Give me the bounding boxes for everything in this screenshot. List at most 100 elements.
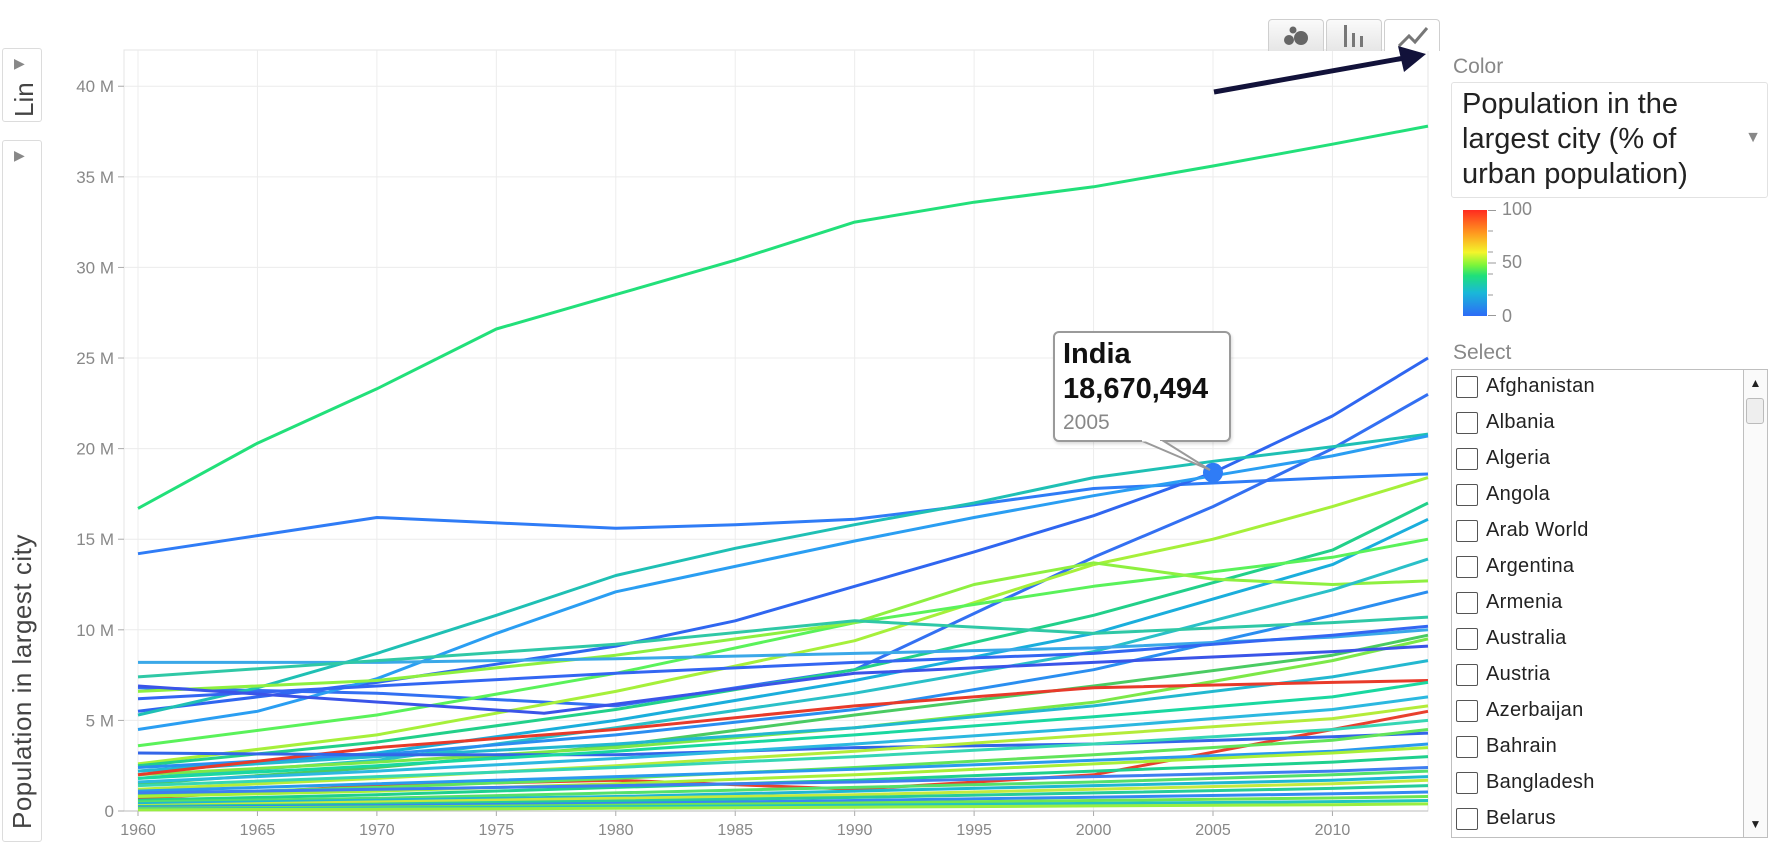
list-item[interactable]: Algeria <box>1456 444 1736 474</box>
series-line[interactable] <box>137 755 1429 802</box>
scale-label: Lin <box>9 82 39 117</box>
tooltip-year: 2005 <box>1063 411 1110 434</box>
series-line[interactable] <box>137 644 1429 715</box>
x-tick-label: 1995 <box>956 822 992 839</box>
item-label: Argentina <box>1486 555 1575 577</box>
scrollbar[interactable]: ▲ ▼ <box>1743 370 1767 837</box>
x-tick-label: 1960 <box>120 822 156 839</box>
color-selected-value: Population in the largest city (% of urb… <box>1462 88 1688 190</box>
checkbox[interactable] <box>1456 412 1478 434</box>
y-axis-selector[interactable]: ▶ Population in largest city <box>2 140 42 842</box>
series-line[interactable] <box>137 432 1429 717</box>
y-tick-label: 30 M <box>76 258 114 277</box>
item-label: Armenia <box>1486 591 1563 613</box>
scroll-thumb[interactable] <box>1746 398 1764 424</box>
list-item[interactable]: Armenia <box>1456 588 1736 618</box>
list-item[interactable]: Belarus <box>1456 804 1736 834</box>
checkbox[interactable] <box>1456 700 1478 722</box>
checkbox[interactable] <box>1456 808 1478 830</box>
scroll-down-button[interactable]: ▼ <box>1749 817 1762 831</box>
list-item[interactable]: Afghanistan <box>1456 372 1736 402</box>
item-label: Bahrain <box>1486 735 1558 757</box>
series-line[interactable] <box>137 778 1429 808</box>
checkbox[interactable] <box>1456 736 1478 758</box>
list-item[interactable]: Azerbaijan <box>1456 696 1736 726</box>
item-label: Afghanistan <box>1486 375 1595 397</box>
country-select-list[interactable]: Afghanistan Albania Algeria Angola Arab … <box>1451 369 1768 838</box>
y-tick-label: 15 M <box>76 530 114 549</box>
list-item[interactable]: Austria <box>1456 660 1736 690</box>
legend-mid: 50 <box>1502 252 1523 272</box>
annotation-arrow <box>1213 46 1426 95</box>
checkbox[interactable] <box>1456 664 1478 686</box>
line-chart: 0 5 M 10 M 15 M 20 M 25 M 30 M 35 M 40 M 1960 1965… <box>76 49 1429 839</box>
x-tick-label: 2010 <box>1315 822 1351 839</box>
y-axis-title: Population in largest city <box>7 534 37 829</box>
legend-min: 0 <box>1502 306 1513 326</box>
checkbox[interactable] <box>1456 628 1478 650</box>
series-line[interactable] <box>137 679 1429 777</box>
series-line[interactable] <box>137 775 1429 806</box>
item-label: Belarus <box>1486 807 1556 829</box>
series-line[interactable] <box>137 624 1429 701</box>
bar-view-button[interactable] <box>1326 19 1382 51</box>
series-line[interactable] <box>137 704 1429 791</box>
x-tick-label: 1985 <box>717 822 753 839</box>
list-item[interactable]: Arab World <box>1456 516 1736 546</box>
series-line[interactable] <box>137 680 1429 780</box>
list-item[interactable]: Bangladesh <box>1456 768 1736 798</box>
series-line[interactable] <box>137 517 1429 773</box>
scroll-up-button[interactable]: ▲ <box>1749 376 1762 390</box>
checkbox[interactable] <box>1456 376 1478 398</box>
x-tick-label: 2005 <box>1195 822 1231 839</box>
series-line[interactable] <box>137 124 1429 510</box>
series-line[interactable] <box>137 561 1429 693</box>
series-line[interactable] <box>137 695 1429 784</box>
item-label: Azerbaijan <box>1486 699 1584 721</box>
series-line[interactable] <box>137 659 1429 773</box>
checkbox[interactable] <box>1456 484 1478 506</box>
list-item[interactable]: Bahrain <box>1456 732 1736 762</box>
x-tick-label: 1965 <box>240 822 276 839</box>
checkbox[interactable] <box>1456 592 1478 614</box>
y-tick-label: 20 M <box>76 440 114 459</box>
series-line[interactable] <box>137 731 1429 757</box>
series-line[interactable] <box>137 742 1429 793</box>
y-tick-label: 40 M <box>76 77 114 96</box>
list-item[interactable]: Argentina <box>1456 552 1736 582</box>
series-line[interactable] <box>137 472 1429 556</box>
series-line[interactable] <box>137 746 1429 798</box>
series-line[interactable] <box>137 476 1429 766</box>
series-line[interactable] <box>137 557 1429 780</box>
series-line[interactable] <box>137 501 1429 768</box>
series-line[interactable] <box>137 718 1429 788</box>
x-tick-label: 1970 <box>359 822 395 839</box>
checkbox[interactable] <box>1456 520 1478 542</box>
legend-ticks <box>1488 210 1496 316</box>
checkbox[interactable] <box>1456 772 1478 794</box>
series-line[interactable] <box>137 392 1429 708</box>
scale-toggle[interactable]: ▶ Lin <box>2 48 42 122</box>
legend-max: 100 <box>1502 199 1533 219</box>
series-line[interactable] <box>137 769 1429 804</box>
y-tick-label: 5 M <box>86 711 114 730</box>
color-dropdown[interactable]: Population in the largest city (% of urb… <box>1451 82 1768 198</box>
item-label: Algeria <box>1486 447 1551 469</box>
line-view-button[interactable] <box>1384 19 1440 51</box>
bubble-view-button[interactable] <box>1268 19 1324 51</box>
y-tick-label: 0 <box>105 802 114 821</box>
series-line[interactable] <box>137 615 1429 679</box>
list-item[interactable]: Angola <box>1456 480 1736 510</box>
series-line[interactable] <box>137 728 1429 797</box>
item-label: Austria <box>1486 663 1551 685</box>
checkbox[interactable] <box>1456 448 1478 470</box>
series-line[interactable] <box>137 434 1429 731</box>
checkbox[interactable] <box>1456 556 1478 578</box>
color-label: Color <box>1453 55 1504 78</box>
list-item[interactable]: Australia <box>1456 624 1736 654</box>
series-line[interactable] <box>137 766 1429 795</box>
series-line[interactable] <box>138 628 1429 664</box>
series-line[interactable] <box>137 802 1429 812</box>
series-line[interactable] <box>137 633 1429 786</box>
list-item[interactable]: Albania <box>1456 408 1736 438</box>
